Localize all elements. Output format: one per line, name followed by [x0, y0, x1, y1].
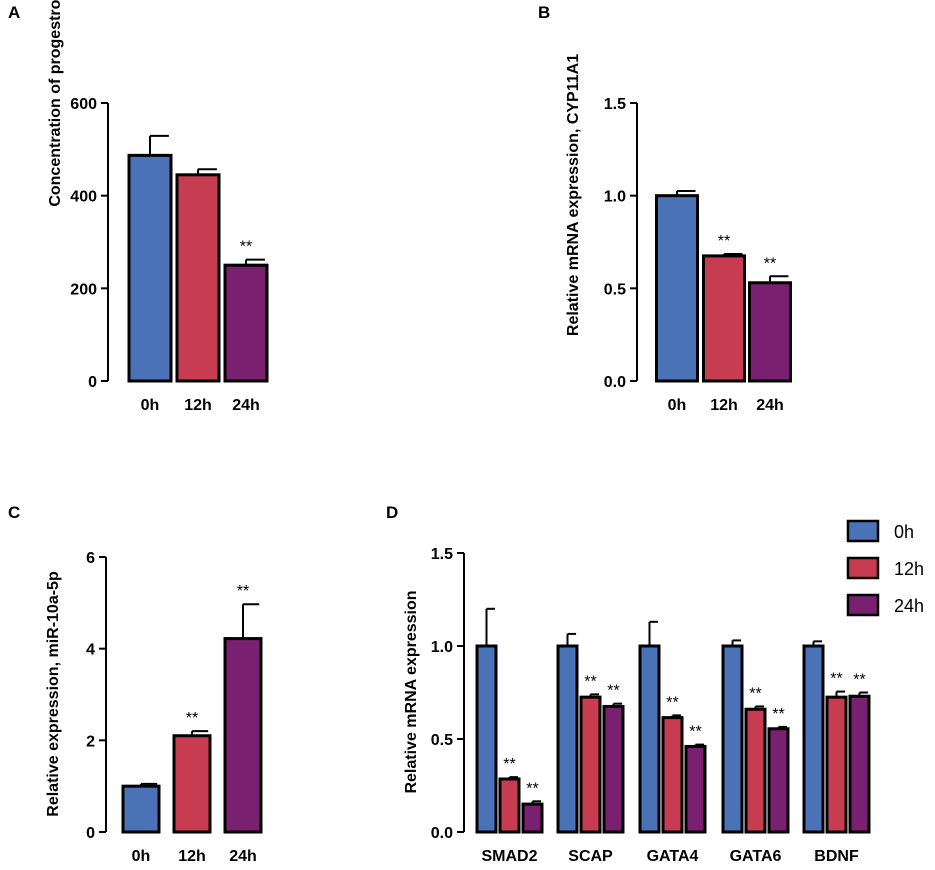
bar-SMAD2-24h [521, 802, 544, 834]
bar-SMAD2-12h [498, 777, 521, 834]
bar-24h [223, 637, 263, 834]
x-tick-label: 24h [232, 397, 260, 414]
significance-label: ** [584, 673, 596, 690]
significance-label: ** [764, 255, 776, 272]
bar-24h [223, 263, 269, 383]
significance-label: ** [240, 239, 252, 256]
x-tick-label: SMAD2 [481, 848, 537, 865]
significance-label: ** [186, 710, 198, 727]
significance-label: ** [772, 706, 784, 723]
bar-GATA6-24h [767, 727, 790, 834]
y-tick-label: 0 [88, 374, 97, 391]
y-tick-label: 1.0 [431, 639, 453, 656]
significance-label: ** [503, 756, 515, 773]
bar-0h [121, 784, 161, 834]
legend-label: 0h [894, 522, 914, 542]
panel-letter: A [8, 3, 20, 22]
x-tick-label: 0h [132, 848, 151, 865]
y-tick-label: 1.0 [604, 189, 626, 206]
significance-label: ** [689, 724, 701, 741]
panel-B: B Relative mRNA expression, CYP11A1 0.0 0.5… [538, 3, 792, 414]
y-axis-label: Relative mRNA expression [403, 590, 420, 793]
y-tick-label: 6 [86, 550, 95, 567]
panel-letter: B [538, 3, 550, 22]
panel-D: D Relative mRNA expression 0.0 0.5 1.0 1.5 ** *… [386, 503, 924, 865]
x-tick-label: 12h [178, 848, 206, 865]
bar-12h [702, 254, 746, 383]
bar-12h [172, 734, 212, 834]
legend-swatch-0h [846, 519, 880, 543]
legend-label: 12h [894, 559, 924, 579]
bar-SMAD2-0h [475, 644, 498, 834]
bar-BDNF-12h [825, 695, 848, 834]
x-tick-label: 12h [710, 397, 738, 414]
bar-GATA4-0h [638, 644, 661, 834]
x-tick-label: 24h [229, 848, 257, 865]
bar-0h [655, 194, 699, 383]
y-tick-label: 0.5 [431, 732, 453, 749]
x-tick-label: SCAP [568, 848, 613, 865]
significance-label: ** [666, 694, 678, 711]
y-axis-label: Relative expression, miR-10a-5p [45, 571, 62, 817]
panel-C: C Relative expression, miR-10a-5p 0 2 4 6 0h **… [8, 503, 263, 865]
bar-GATA4-24h [684, 744, 707, 834]
bar-SCAP-24h [602, 704, 625, 834]
bar-12h [175, 173, 221, 383]
x-tick-label: GATA6 [730, 848, 782, 865]
panel-letter: C [8, 503, 20, 522]
bar-GATA6-12h [744, 707, 767, 834]
y-tick-label: 0 [86, 825, 95, 842]
legend-swatch-24h [846, 593, 880, 617]
bar-SCAP-0h [556, 644, 579, 834]
bar-BDNF-24h [848, 694, 871, 834]
y-tick-label: 4 [86, 642, 95, 659]
significance-label: ** [853, 672, 865, 689]
bar-0h [127, 153, 173, 383]
significance-label: ** [607, 683, 619, 700]
bar-SCAP-12h [579, 695, 602, 834]
panel-letter: D [386, 503, 398, 522]
y-tick-label: 1.5 [604, 96, 626, 113]
y-tick-label: 2 [86, 733, 95, 750]
significance-label: ** [830, 671, 842, 688]
y-tick-label: 0.5 [604, 281, 626, 298]
x-tick-label: 0h [668, 397, 687, 414]
x-tick-label: 24h [756, 397, 784, 414]
significance-label: ** [749, 685, 761, 702]
significance-label: ** [718, 233, 730, 250]
x-tick-label: BDNF [814, 848, 859, 865]
y-tick-label: 600 [70, 96, 97, 113]
y-tick-label: 0.0 [431, 825, 453, 842]
y-tick-label: 1.5 [431, 546, 453, 563]
bar-GATA6-0h [721, 644, 744, 834]
bar-GATA4-12h [661, 716, 684, 834]
y-axis-label: Concentration of progestrone (P4), ng/mL [47, 0, 64, 207]
bar-24h [748, 281, 792, 383]
y-tick-label: 200 [70, 281, 97, 298]
x-tick-label: 0h [141, 397, 160, 414]
x-tick-label: 12h [184, 397, 212, 414]
legend-label: 24h [894, 596, 924, 616]
y-tick-label: 400 [70, 189, 97, 206]
significance-label: ** [237, 583, 249, 600]
significance-label: ** [526, 780, 538, 797]
legend-swatch-12h [846, 556, 880, 580]
legend: 0h 12h 24h [846, 519, 924, 617]
y-axis-label: Relative mRNA expression, CYP11A1 [565, 54, 582, 336]
bar-BDNF-0h [802, 644, 825, 834]
x-tick-label: GATA4 [647, 848, 699, 865]
y-tick-label: 0.0 [604, 374, 626, 391]
panel-A: A Concentration of progestrone (P4), ng/m… [8, 0, 269, 414]
